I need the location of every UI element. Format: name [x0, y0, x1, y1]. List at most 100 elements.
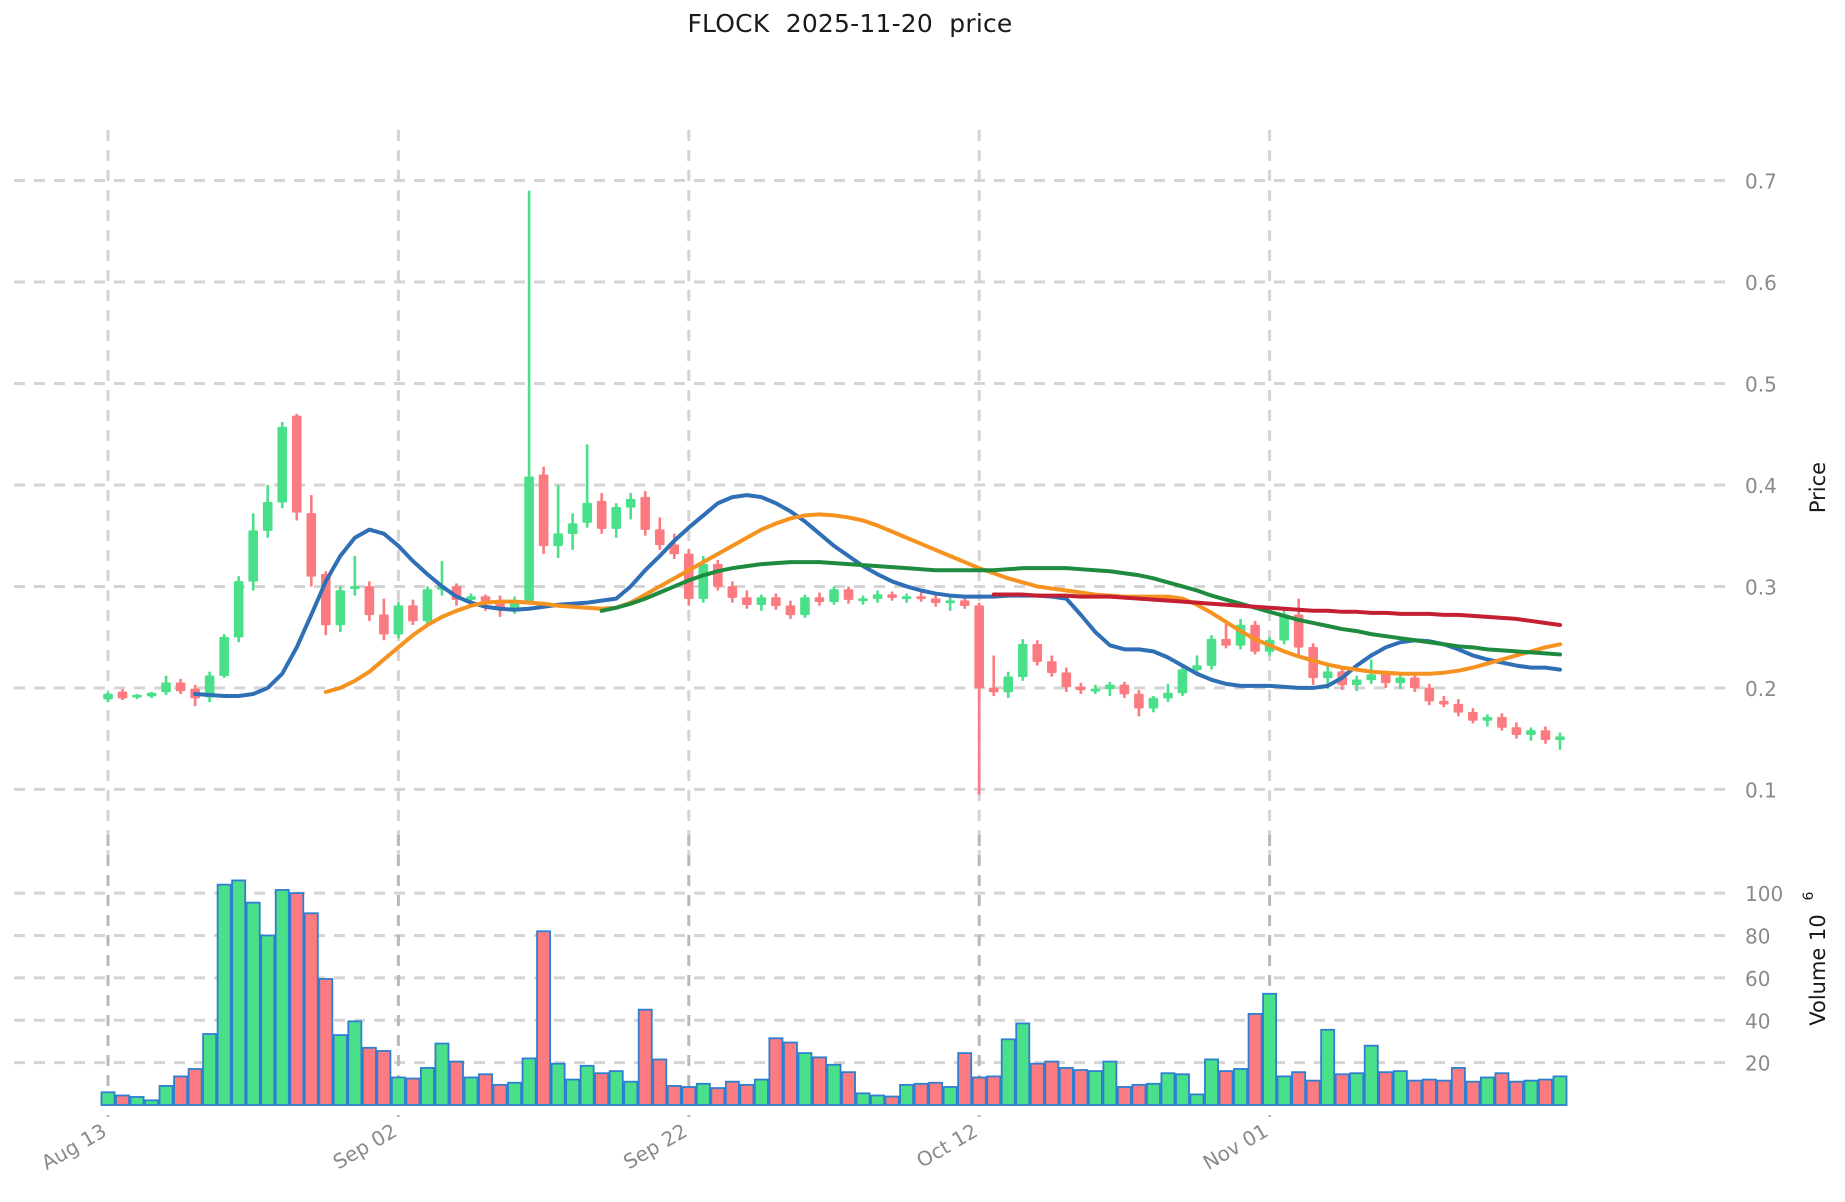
- x-tick-label: Sep 22: [619, 1119, 691, 1175]
- candle-body: [1409, 677, 1420, 689]
- volume-bar: [434, 1042, 450, 1106]
- volume-bar: [1407, 1079, 1423, 1106]
- volume-bar: [783, 1041, 798, 1106]
- volume-bar: [521, 1057, 537, 1106]
- candle-body: [1177, 669, 1188, 694]
- volume-bar: [1262, 992, 1278, 1106]
- candle-body: [1366, 674, 1377, 681]
- candle-body: [1148, 697, 1159, 709]
- candle-body: [945, 600, 955, 604]
- candle-body: [1119, 684, 1130, 695]
- candle-body: [1497, 717, 1507, 728]
- moving-average-line: [193, 493, 1562, 699]
- candle-body: [1482, 717, 1493, 721]
- candle-body: [1468, 711, 1478, 721]
- volume-bar: [1175, 1073, 1190, 1106]
- candle-body: [1351, 679, 1362, 686]
- candle-body: [466, 596, 476, 600]
- candle-body: [1017, 643, 1028, 678]
- volume-tick-label: 80: [1745, 925, 1770, 949]
- volume-bar: [1523, 1079, 1539, 1106]
- volume-bar: [957, 1052, 973, 1106]
- volume-bar-layer: [100, 879, 1568, 1106]
- candle-body: [625, 498, 636, 508]
- volume-bar: [855, 1092, 871, 1106]
- candle-body: [1511, 727, 1522, 735]
- volume-bar: [492, 1083, 508, 1106]
- x-tick-label: Aug 13: [37, 1119, 110, 1175]
- volume-axis-exponent: 6: [1801, 891, 1817, 900]
- volume-bar: [332, 1034, 348, 1106]
- volume-bar: [405, 1077, 421, 1106]
- volume-bar: [1073, 1069, 1089, 1106]
- volume-axis-title: Volume 10: [1806, 914, 1830, 1026]
- candle-body: [132, 694, 142, 698]
- candle-body: [640, 496, 651, 530]
- volume-bar: [826, 1063, 842, 1106]
- candle-body: [248, 530, 259, 582]
- candle-body: [974, 605, 985, 689]
- volume-bar: [986, 1075, 1002, 1106]
- price-tick-label: 0.5: [1745, 372, 1777, 396]
- volume-bar: [376, 1050, 392, 1106]
- volume-bar: [1291, 1071, 1307, 1106]
- candle-body: [858, 598, 868, 602]
- price-axis-labels: 0.7 0.6 0.5 0.4 0.3 0.2 0.1: [1745, 170, 1777, 803]
- price-tick-label: 0.7: [1745, 170, 1777, 194]
- volume-bar: [187, 1068, 203, 1106]
- volume-axis-labels: 100 80 60 40 20: [1745, 882, 1783, 1075]
- candle-body: [582, 502, 592, 523]
- volume-bar: [158, 1085, 174, 1106]
- x-tick-label: Oct 12: [912, 1119, 981, 1173]
- volume-bar: [347, 1020, 363, 1106]
- axis-titles: Price Volume 10 6: [1801, 462, 1830, 1026]
- candle-body: [843, 589, 854, 600]
- volume-bar: [913, 1082, 929, 1106]
- volume-bar: [507, 1081, 522, 1106]
- volume-bar: [100, 1091, 116, 1106]
- candle-body: [756, 597, 767, 606]
- volume-bar: [361, 1046, 377, 1106]
- candle-body: [698, 563, 709, 599]
- candle-body: [1134, 693, 1144, 709]
- volume-bar: [623, 1080, 639, 1106]
- candle-body: [553, 533, 563, 547]
- volume-tick-label: 20: [1745, 1052, 1770, 1076]
- candle-body: [277, 426, 288, 503]
- candle-body: [1526, 730, 1536, 735]
- candle-body: [959, 600, 970, 607]
- volume-bar: [274, 889, 290, 1106]
- candlestick-layer: [103, 190, 1565, 795]
- volume-tick-label: 40: [1745, 1009, 1770, 1033]
- candle-body: [408, 605, 418, 622]
- volume-bar: [1538, 1078, 1553, 1106]
- candle-body: [1206, 638, 1217, 666]
- price-tick-label: 0.6: [1745, 271, 1777, 295]
- x-tick-label: Nov 01: [1199, 1119, 1272, 1175]
- volume-bar: [768, 1037, 784, 1106]
- volume-bar: [797, 1052, 813, 1106]
- candle-body: [1380, 674, 1391, 684]
- candle-body: [1453, 703, 1464, 713]
- candle-body: [785, 605, 796, 616]
- volume-bar: [652, 1058, 668, 1106]
- x-axis-labels: Aug 13 Sep 02 Sep 22 Oct 12 Nov 01: [37, 1119, 1272, 1175]
- price-tick-label: 0.4: [1745, 474, 1777, 498]
- candle-body: [1293, 614, 1304, 648]
- candle-body: [204, 675, 215, 698]
- volume-bar: [812, 1056, 827, 1106]
- moving-average-line: [599, 560, 1562, 657]
- volume-bar: [637, 1008, 653, 1106]
- volume-bar: [884, 1095, 900, 1106]
- candle-body: [654, 529, 665, 546]
- volume-bar: [1102, 1060, 1118, 1106]
- candle-body: [1395, 677, 1406, 684]
- candle-body: [291, 415, 302, 513]
- volume-bar: [1320, 1028, 1336, 1106]
- candle-body: [1439, 700, 1449, 705]
- candle-body: [1090, 688, 1101, 692]
- candle-body: [930, 598, 941, 603]
- candle-body: [262, 501, 273, 531]
